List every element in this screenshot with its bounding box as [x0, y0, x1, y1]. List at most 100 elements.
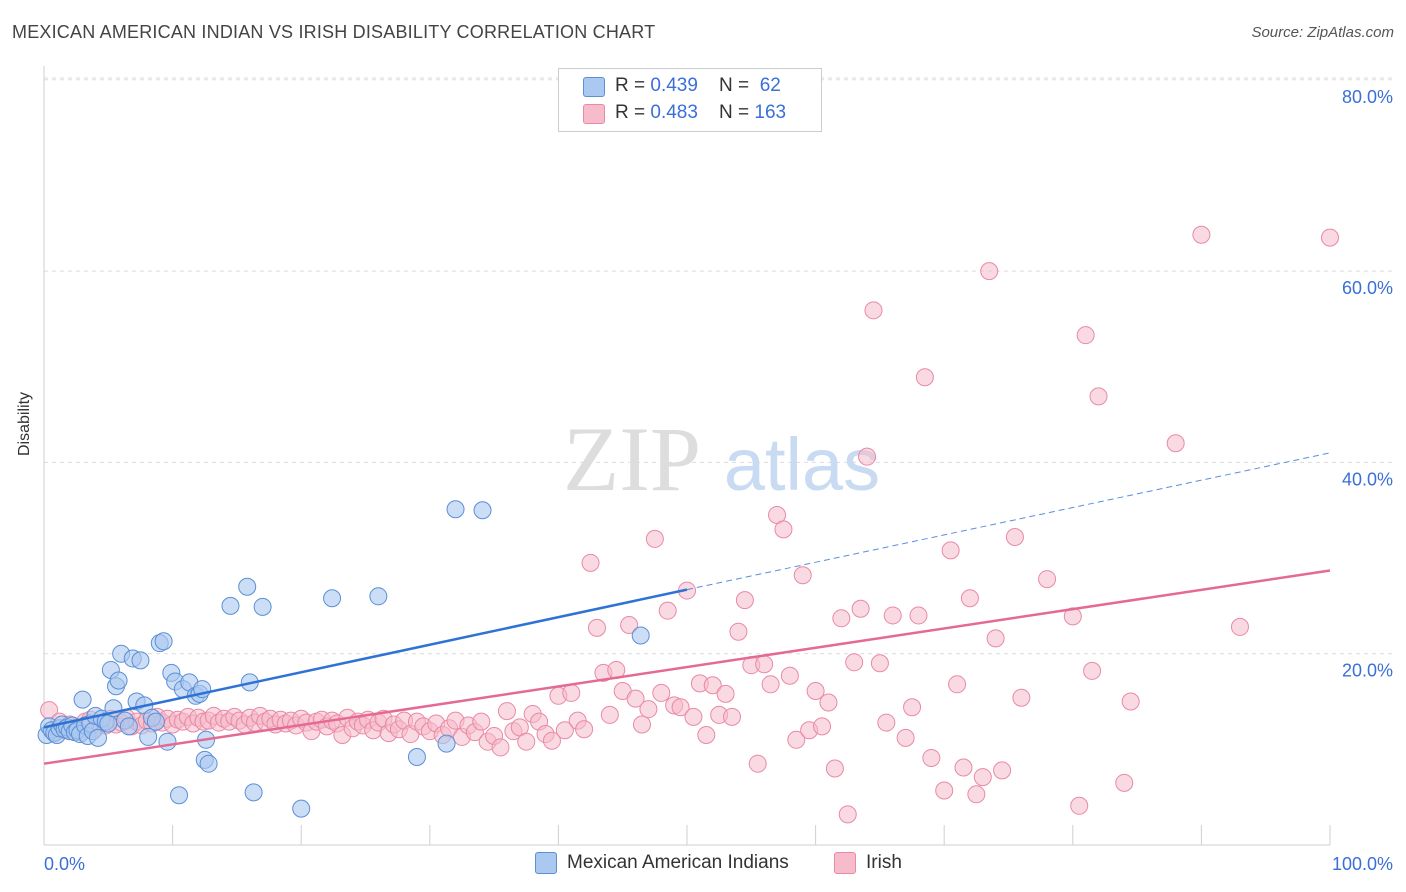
irish-point: [703, 676, 722, 695]
irish-point: [652, 683, 671, 702]
irish-point: [1083, 661, 1102, 680]
irish-point: [748, 754, 767, 773]
irish-point: [896, 728, 915, 747]
irish-point: [903, 698, 922, 717]
irish-point: [1076, 326, 1095, 345]
legend-swatch-blue: [583, 77, 605, 97]
series-irish: [40, 225, 1339, 824]
y-tick-label: 20.0%: [1342, 661, 1393, 681]
trend-lines: [43, 452, 1331, 765]
irish-point: [697, 726, 716, 745]
irish-point: [729, 622, 748, 641]
irish-point: [845, 653, 864, 672]
irish-point: [761, 675, 780, 694]
mexican-point: [292, 799, 311, 818]
irish-point: [915, 368, 934, 387]
series-mexican-american-indians: [37, 500, 650, 818]
mexican-point: [73, 690, 92, 709]
tick-labels: 20.0% 40.0% 60.0% 80.0% 0.0% 100.0%: [44, 87, 1393, 874]
irish-point: [472, 712, 491, 731]
irish-point: [517, 732, 536, 751]
legend-n-label: N =: [719, 102, 755, 123]
y-tick-label: 80.0%: [1342, 87, 1393, 107]
irish-point: [806, 682, 825, 701]
legend-n-label: N =: [719, 75, 755, 96]
irish-point: [684, 707, 703, 726]
irish-point: [793, 566, 812, 585]
irish-point: [948, 675, 967, 694]
legend-r-label: R =: [615, 102, 651, 123]
irish-point: [960, 589, 979, 608]
irish-point: [1005, 528, 1024, 547]
grid-lines: [44, 77, 1392, 655]
mexican-point: [369, 587, 388, 606]
irish-point: [562, 683, 581, 702]
bottom-legend-swatch-pink: [834, 852, 856, 874]
irish-point: [935, 781, 954, 800]
mexican-point: [139, 727, 158, 746]
mexican-point: [146, 712, 165, 731]
irish-point: [575, 720, 594, 739]
irish-point: [864, 301, 883, 320]
watermark-zip: ZIP: [563, 408, 701, 510]
irish-point: [922, 748, 941, 767]
legend-row-irish: R = 0.483 N = 163: [583, 102, 786, 126]
irish-point: [1038, 570, 1057, 589]
mexican-point: [89, 728, 108, 747]
trend-line-irish: [43, 569, 1331, 765]
irish-point: [780, 666, 799, 685]
irish-point: [1166, 434, 1185, 453]
irish-point: [497, 702, 516, 721]
irish-point: [838, 805, 857, 824]
mexican-point: [154, 632, 173, 651]
irish-point: [1121, 692, 1140, 711]
legend-n-value: 62: [754, 75, 781, 96]
irish-point: [993, 761, 1012, 780]
irish-point: [986, 629, 1005, 648]
legend-swatch-pink: [583, 104, 605, 124]
irish-point: [600, 705, 619, 724]
irish-point: [1230, 617, 1249, 636]
irish-point: [581, 553, 600, 572]
mexican-point: [407, 748, 426, 767]
irish-point: [967, 785, 986, 804]
irish-point: [832, 609, 851, 628]
y-tick-label: 60.0%: [1342, 278, 1393, 298]
bottom-legend-label-mexican: Mexican American Indians: [567, 852, 789, 873]
irish-point: [1115, 773, 1134, 792]
trend-line-mexican: [43, 588, 688, 729]
irish-point: [941, 541, 960, 560]
bottom-legend-swatch-blue: [535, 852, 557, 874]
bottom-legend-label-irish: Irish: [866, 852, 902, 873]
mexican-point: [99, 714, 118, 733]
irish-point: [1012, 688, 1031, 707]
irish-point: [658, 601, 677, 620]
mexican-point: [238, 577, 257, 596]
legend-r-value: 0.439: [650, 75, 698, 96]
mexican-point: [437, 734, 456, 753]
mexican-point: [221, 596, 240, 615]
irish-point: [1070, 796, 1089, 815]
mexican-point: [323, 589, 342, 608]
mexican-point: [244, 783, 263, 802]
irish-point: [491, 738, 510, 757]
irish-point: [973, 768, 992, 787]
irish-point: [723, 707, 742, 726]
mexican-point: [253, 597, 272, 616]
irish-point: [909, 606, 928, 625]
legend-n-value: 163: [754, 102, 787, 123]
irish-point: [671, 698, 690, 717]
irish-point: [639, 700, 658, 719]
irish-point: [813, 717, 832, 736]
irish-point: [716, 684, 735, 703]
irish-point: [870, 654, 889, 673]
irish-point: [819, 693, 838, 712]
mexican-point: [473, 501, 492, 520]
irish-point: [1192, 225, 1211, 244]
irish-point: [954, 758, 973, 777]
legend-r-label: R =: [615, 75, 651, 96]
mexican-point: [199, 754, 218, 773]
irish-point: [1321, 228, 1339, 247]
irish-point: [645, 529, 664, 548]
